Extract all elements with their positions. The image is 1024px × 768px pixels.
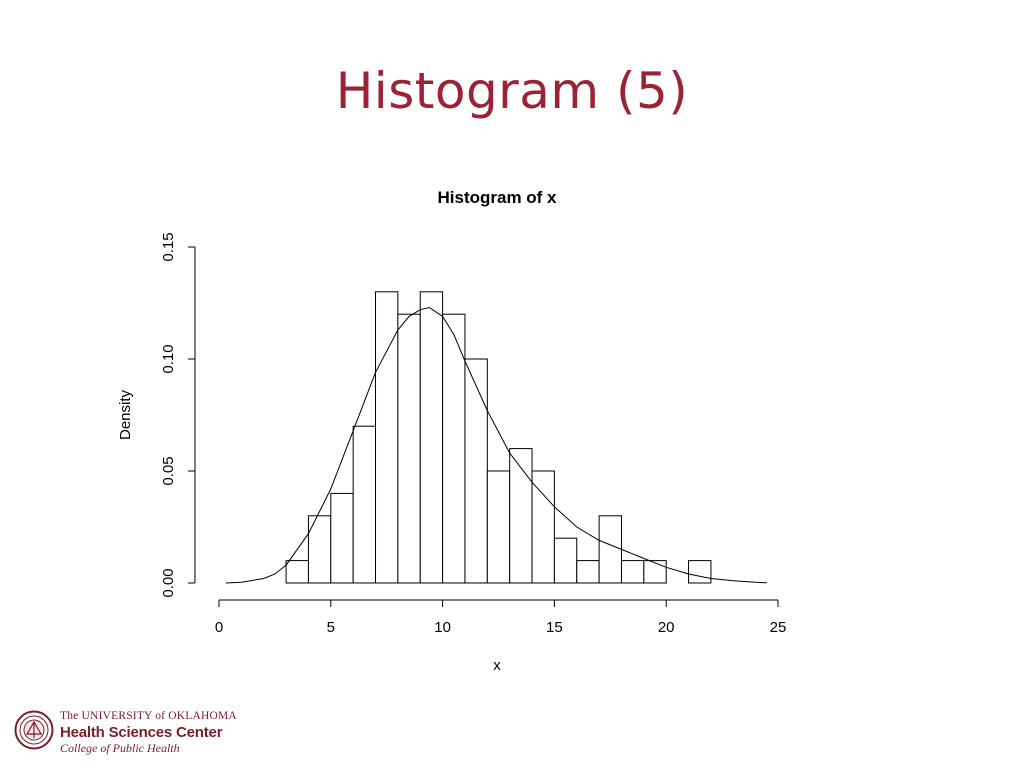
histogram-bar — [531, 470, 555, 584]
histogram-bars — [285, 291, 712, 584]
histogram-bar — [330, 492, 354, 584]
logo-line-university: The UNIVERSITY of OKLAHOMA — [60, 710, 237, 722]
histogram-bar — [442, 313, 466, 584]
x-axis-label: x — [493, 657, 501, 674]
histogram-bar — [598, 515, 622, 584]
histogram-bar — [553, 537, 578, 584]
histogram-bar — [486, 470, 511, 584]
histogram-bar — [688, 560, 712, 584]
histogram-bar — [620, 560, 645, 584]
histogram-bar — [576, 560, 600, 584]
y-tick-label: 0.15 — [160, 232, 177, 261]
x-tick-label: 15 — [546, 619, 563, 636]
y-axis: 0.00 0.05 0.10 0.15 — [160, 232, 196, 598]
y-axis-label: Density — [117, 389, 134, 440]
y-tick-label: 0.00 — [160, 568, 177, 597]
x-axis: 0 5 10 15 20 25 — [215, 599, 787, 636]
y-tick-label: 0.10 — [160, 344, 177, 373]
histogram-bar — [643, 560, 667, 584]
histogram-bar — [464, 358, 488, 584]
histogram-chart: Histogram of x 0 5 10 15 20 25 0.000.050.100.… — [117, 188, 787, 674]
chart-title: Histogram of x — [437, 188, 557, 207]
x-tick-label: 10 — [434, 619, 451, 636]
university-logo: The UNIVERSITY of OKLAHOMA Health Scienc… — [14, 710, 254, 758]
y-tick-label: 0.05 — [160, 456, 177, 485]
x-tick-label: 20 — [658, 619, 675, 636]
x-tick-label: 0 — [215, 619, 223, 636]
slide-title: Histogram (5) — [335, 62, 689, 120]
histogram-bar — [397, 313, 421, 584]
histogram-bar — [419, 291, 444, 584]
x-tick-label: 25 — [770, 619, 787, 636]
histogram-bar — [285, 560, 309, 584]
logo-line-college: College of Public Health — [60, 740, 180, 755]
university-seal-icon — [14, 710, 54, 750]
density-curve — [225, 306, 767, 584]
histogram-bar — [352, 425, 377, 584]
x-tick-label: 5 — [327, 619, 335, 636]
logo-line-center: Health Sciences Center — [60, 723, 223, 741]
histogram-bar — [509, 448, 533, 584]
